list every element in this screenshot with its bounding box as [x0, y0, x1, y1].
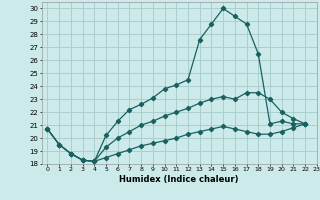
- X-axis label: Humidex (Indice chaleur): Humidex (Indice chaleur): [119, 175, 239, 184]
